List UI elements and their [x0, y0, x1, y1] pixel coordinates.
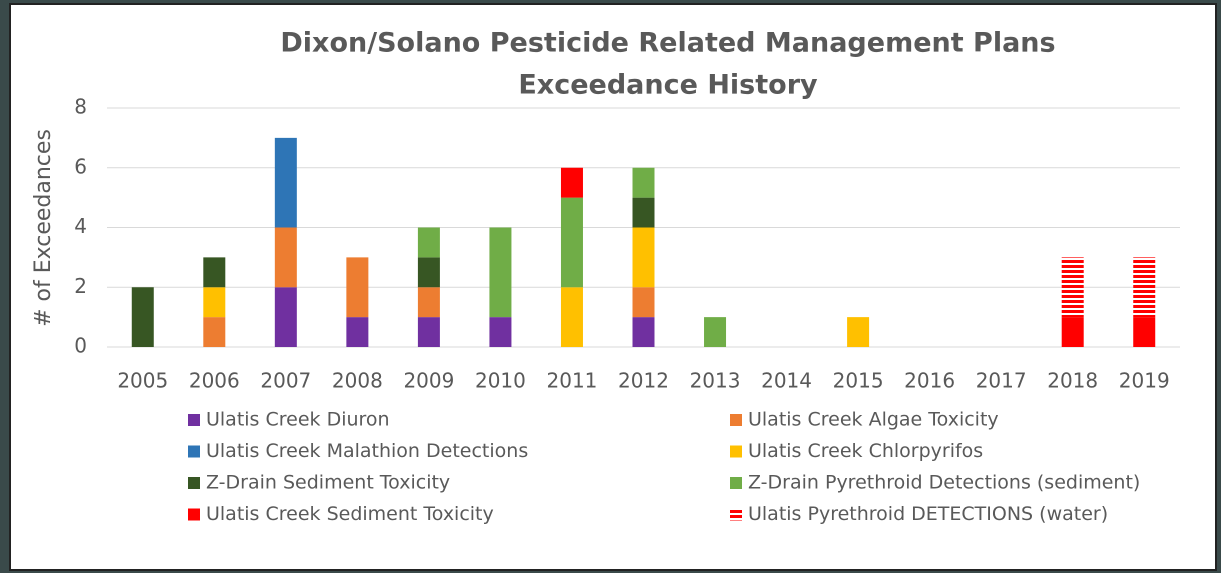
- legend-swatch: [730, 477, 742, 489]
- legend-swatch: [730, 509, 742, 521]
- x-tick-label: 2009: [403, 369, 454, 393]
- x-tick-label: 2005: [117, 369, 168, 393]
- bar-segment: [346, 257, 368, 317]
- bar-segment: [1133, 317, 1155, 347]
- x-tick-label: 2011: [547, 369, 598, 393]
- x-tick-label: 2017: [976, 369, 1027, 393]
- bar-segment: [704, 317, 726, 347]
- legend-label: Ulatis Creek Sediment Toxicity: [206, 503, 494, 525]
- bar-segment: [847, 317, 869, 347]
- y-tick-label: 8: [74, 95, 87, 119]
- y-tick-label: 0: [74, 334, 87, 358]
- bar-segment: [489, 317, 511, 347]
- bar-segment: [561, 168, 583, 198]
- legend-swatch: [730, 414, 742, 426]
- page: Dixon/Solano Pesticide Related Managemen…: [0, 0, 1221, 573]
- legend-swatch: [188, 414, 200, 426]
- legend-swatch: [188, 509, 200, 521]
- legend-swatch: [188, 446, 200, 458]
- bar-segment: [418, 228, 440, 258]
- bar-segment: [1062, 317, 1084, 347]
- bar-segment: [203, 317, 225, 347]
- legend-label: Ulatis Creek Malathion Detections: [206, 440, 528, 462]
- x-tick-label: 2014: [761, 369, 812, 393]
- bar-segment: [561, 287, 583, 347]
- legend-label: Z-Drain Sediment Toxicity: [206, 472, 450, 494]
- bar-segment: [489, 228, 511, 318]
- bar-segment: [1062, 257, 1084, 317]
- bar-segment: [633, 287, 655, 317]
- x-tick-label: 2008: [332, 369, 383, 393]
- legend-label: Ulatis Pyrethroid DETECTIONS (water): [748, 503, 1108, 525]
- x-tick-label: 2012: [618, 369, 669, 393]
- x-tick-label: 2016: [904, 369, 955, 393]
- legend-label: Ulatis Creek Diuron: [206, 409, 390, 431]
- y-tick-label: 6: [74, 154, 87, 178]
- chart-title: Dixon/Solano Pesticide Related Managemen…: [280, 28, 1055, 59]
- bar-segment: [633, 317, 655, 347]
- x-tick-label: 2006: [189, 369, 240, 393]
- bar-segment: [1133, 257, 1155, 317]
- bar-segment: [418, 317, 440, 347]
- x-tick-label: 2010: [475, 369, 526, 393]
- x-tick-label: 2018: [1047, 369, 1098, 393]
- bar-segment: [418, 287, 440, 317]
- bar-segment: [203, 257, 225, 287]
- bar-segment: [275, 228, 297, 288]
- legend-label: Ulatis Creek Chlorpyrifos: [748, 440, 983, 462]
- x-tick-label: 2013: [690, 369, 741, 393]
- bar-segment: [275, 138, 297, 228]
- bar-segment: [203, 287, 225, 317]
- x-tick-label: 2015: [833, 369, 884, 393]
- bar-segment: [132, 287, 154, 347]
- bar-segment: [275, 287, 297, 347]
- bar-segment: [633, 168, 655, 198]
- chart-title: Exceedance History: [518, 70, 818, 101]
- bar-segment: [633, 198, 655, 228]
- x-tick-label: 2019: [1119, 369, 1170, 393]
- legend-swatch: [188, 477, 200, 489]
- bar-segment: [418, 257, 440, 287]
- bar-segment: [561, 198, 583, 288]
- x-tick-label: 2007: [260, 369, 311, 393]
- chart: Dixon/Solano Pesticide Related Managemen…: [0, 0, 1221, 573]
- bar-segment: [633, 228, 655, 288]
- legend-swatch: [730, 446, 742, 458]
- bar-segment: [346, 317, 368, 347]
- y-tick-label: 4: [74, 214, 87, 238]
- y-tick-label: 2: [74, 274, 87, 298]
- legend-label: Z-Drain Pyrethroid Detections (sediment): [748, 472, 1140, 494]
- legend-label: Ulatis Creek Algae Toxicity: [748, 409, 999, 431]
- y-axis-label: # of Exceedances: [31, 129, 56, 327]
